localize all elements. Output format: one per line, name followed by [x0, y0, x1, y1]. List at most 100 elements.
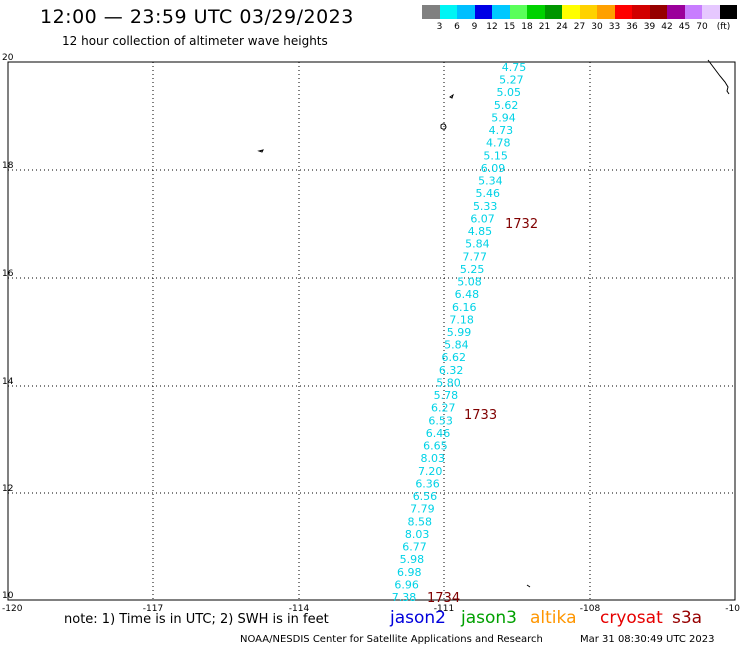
legend-label: 36	[626, 22, 638, 32]
pass-time-label: 1733	[464, 408, 497, 423]
wave-height-label: 4.78	[486, 137, 511, 150]
latitude-label: 18	[2, 161, 14, 171]
wave-height-label: 5.98	[400, 553, 425, 566]
wave-height-label: 6.96	[394, 578, 419, 591]
wave-height-label: 6.98	[397, 566, 422, 579]
wave-height-label: 6.65	[423, 440, 448, 453]
wave-height-label: 5.05	[497, 86, 522, 99]
footer-note: note: 1) Time is in UTC; 2) SWH is in fe…	[64, 612, 329, 627]
wave-height-label: 8.03	[421, 452, 446, 465]
legend-swatch	[614, 5, 632, 19]
legend-label: 3	[436, 22, 443, 32]
legend-swatch	[527, 5, 545, 19]
wave-height-label: 7.38	[392, 591, 417, 604]
legend-swatch	[562, 5, 580, 19]
wave-height-label: 4.75	[502, 61, 527, 74]
legend-swatch	[702, 5, 720, 19]
pass-time-label: 1732	[505, 217, 538, 232]
wave-height-label: 6.53	[428, 414, 453, 427]
page-title: 12:00 — 23:59 UTC 03/29/2023	[40, 6, 354, 28]
legend-label: 39	[643, 22, 656, 32]
coastline	[257, 59, 730, 588]
longitude-label: -117	[143, 604, 163, 614]
legend-label: 12	[486, 22, 498, 32]
wave-height-label: 5.08	[457, 276, 482, 289]
island-outline	[449, 93, 454, 99]
legend-label: 42	[661, 22, 673, 32]
wave-height-label: 5.80	[436, 376, 461, 389]
wave-height-label: 5.62	[494, 99, 519, 112]
color-legend	[422, 5, 737, 19]
legend-swatch	[597, 5, 615, 19]
generated-timestamp: Mar 31 08:30:49 UTC 2023	[580, 634, 715, 645]
legend-label: 30	[591, 22, 603, 32]
latitude-label: 10	[2, 591, 14, 601]
wave-height-label: 5.25	[460, 263, 485, 276]
wave-height-label: 5.99	[447, 326, 472, 339]
legend-label: 45	[678, 22, 691, 32]
wave-height-label: 8.58	[407, 515, 432, 528]
wave-height-label: 4.73	[489, 124, 514, 137]
wave-height-label: 5.94	[491, 111, 516, 124]
latitude-label: 20	[2, 53, 14, 63]
latitude-label: 12	[2, 484, 13, 494]
legend-swatch	[509, 5, 527, 19]
legend-label: 24	[556, 22, 568, 32]
wave-height-label: 7.20	[418, 465, 443, 478]
legend-swatch	[667, 5, 685, 19]
coastline-mainland	[707, 59, 730, 95]
legend-label: 18	[521, 22, 533, 32]
wave-height-label: 8.03	[405, 528, 430, 541]
island-outline	[257, 149, 264, 153]
wave-height-label: 6.07	[470, 212, 495, 225]
island-outline	[440, 123, 447, 130]
wave-height-label: 6.09	[481, 162, 506, 175]
wave-height-label: 6.46	[426, 427, 451, 440]
wave-height-label: 5.46	[476, 187, 501, 200]
wave-height-label: 4.85	[468, 225, 493, 238]
legend-swatch	[457, 5, 475, 19]
wave-height-label: 6.27	[431, 402, 456, 415]
longitude-label: -114	[289, 604, 310, 614]
wave-height-label: 6.32	[439, 364, 464, 377]
wave-height-label: 6.48	[455, 288, 480, 301]
pass-time-label: 1734	[427, 591, 460, 606]
longitude-label: -111	[434, 604, 454, 614]
satellite-jason3: jason3	[461, 608, 517, 628]
satellite-altika: altika	[530, 608, 577, 628]
legend-swatch	[544, 5, 562, 19]
wave-height-label: 7.18	[449, 313, 474, 326]
satellite-s3a: s3a	[672, 608, 703, 628]
credit-line: NOAA/NESDIS Center for Satellite Applica…	[240, 634, 543, 645]
wave-height-label: 6.56	[413, 490, 438, 503]
wave-height-label: 6.77	[402, 541, 427, 554]
legend-label: 6	[454, 22, 460, 32]
longitude-label: -120	[2, 604, 23, 614]
axis-labels: 20 18 16 14 12 10 -120 -117 -114 -111 -108 -10	[2, 53, 740, 614]
longitude-label: -108	[580, 604, 601, 614]
legend-label: 9	[471, 22, 478, 32]
legend-swatch	[492, 5, 510, 19]
satellite-cryosat: cryosat	[600, 608, 663, 628]
satellite-jason2: jason2	[390, 608, 446, 628]
page-subtitle: 12 hour collection of altimeter wave hei…	[62, 34, 328, 48]
map-frame	[7, 61, 736, 601]
wave-height-label: 5.78	[434, 389, 459, 402]
legend-swatch	[439, 5, 457, 19]
pass-time-labels: 1732 1733 1734	[427, 217, 538, 606]
legend-label: 21	[538, 22, 551, 32]
legend-label: 27	[573, 22, 586, 32]
wave-height-label: 5.15	[483, 149, 508, 162]
wave-height-label: 5.84	[465, 238, 490, 251]
latitude-label: 14	[2, 377, 14, 387]
legend-swatch	[632, 5, 650, 19]
legend-label: (ft)	[716, 22, 731, 32]
latitude-label: 16	[2, 269, 14, 279]
wave-height-label: 7.77	[462, 250, 487, 263]
legend-swatch	[719, 5, 737, 19]
legend-label: 33	[608, 22, 621, 32]
legend-swatch	[684, 5, 702, 19]
legend-label: 15	[503, 22, 516, 32]
map-grid	[7, 61, 736, 601]
wave-height-label: 5.34	[478, 175, 503, 188]
